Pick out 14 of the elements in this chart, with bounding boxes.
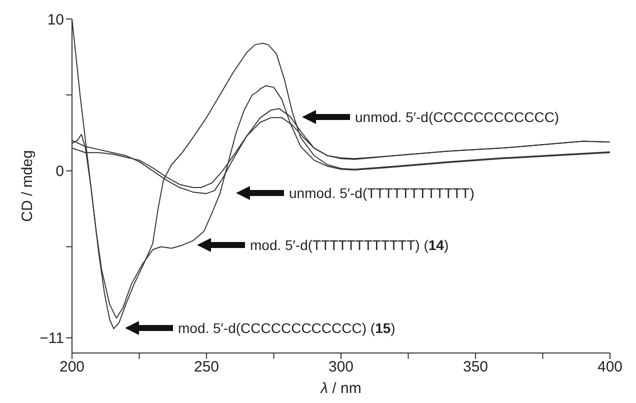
x-tick-label: 250	[194, 358, 220, 376]
y-tick-label: 0	[56, 163, 64, 180]
annotation: mod. 5′-d(CCCCCCCCCCCC) (15)	[178, 320, 396, 336]
y-axis-title: CD / mdeg	[19, 150, 36, 222]
annotation: unmod. 5′-d(TTTTTTTTTTTT)	[289, 185, 474, 201]
annotation: mod. 5′-d(TTTTTTTTTTTT) (14)	[250, 237, 449, 253]
x-tick-label: 300	[328, 358, 354, 376]
x-axis-title: λ / nm	[320, 380, 362, 397]
x-tick-label: 350	[462, 358, 488, 376]
x-tick-label: 200	[59, 358, 85, 376]
x-tick-label: 400	[597, 358, 623, 376]
y-tick-label: 10	[47, 11, 64, 28]
y-tick-label: −11	[40, 330, 64, 348]
annotation: unmod. 5′-d(CCCCCCCCCCCC)	[355, 109, 560, 125]
